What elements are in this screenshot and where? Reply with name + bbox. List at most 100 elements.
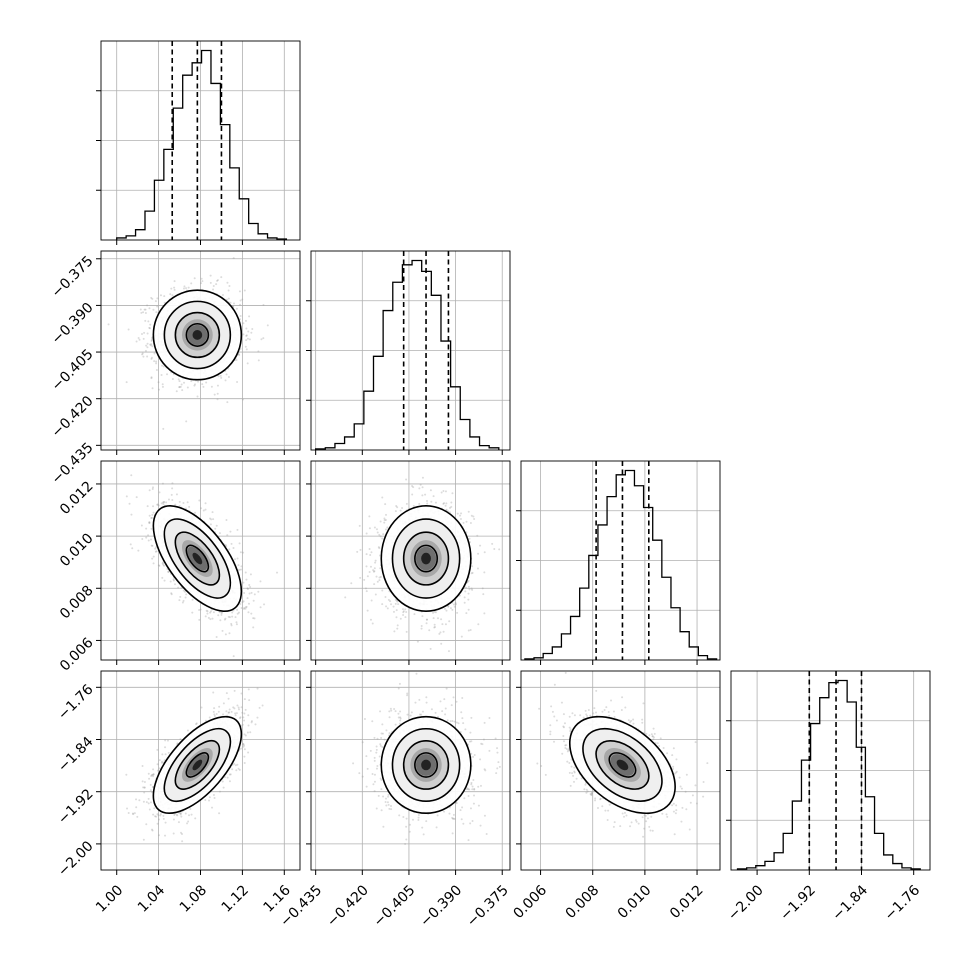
sample-point [379, 535, 382, 538]
sample-point [259, 606, 262, 609]
sample-point [194, 817, 197, 820]
sample-point [238, 353, 241, 356]
sample-point [452, 603, 455, 606]
sample-point [444, 490, 447, 493]
sample-point [181, 601, 184, 604]
sample-point [235, 623, 238, 626]
sample-point [253, 617, 256, 620]
sample-point [467, 608, 470, 611]
sample-point [148, 522, 151, 525]
sample-point [160, 374, 163, 377]
sample-point [174, 583, 177, 586]
sample-point [243, 712, 246, 715]
sample-point [234, 712, 237, 715]
contour-1 [174, 311, 221, 359]
sample-point [418, 502, 421, 505]
sample-point [444, 623, 447, 626]
sample-point [429, 647, 432, 650]
sample-point [373, 526, 376, 529]
sample-point [257, 359, 260, 362]
sample-point [206, 612, 209, 615]
sample-point [276, 571, 279, 574]
sample-point [426, 502, 429, 505]
sample-point [148, 514, 151, 517]
sample-point [246, 587, 249, 590]
sample-point [386, 607, 389, 610]
sample-point [247, 602, 250, 605]
sample-point [465, 612, 468, 615]
sample-point [370, 551, 373, 554]
sample-point [375, 528, 378, 531]
sample-point [246, 587, 249, 590]
sample-point [219, 374, 222, 377]
sample-point [186, 729, 189, 732]
sample-point [182, 502, 185, 505]
sample-point [482, 593, 485, 596]
sample-point [372, 570, 375, 573]
sample-point [212, 518, 215, 521]
sample-point [140, 311, 143, 314]
sample-point [177, 586, 180, 589]
sample-point [381, 537, 384, 540]
sample-point [144, 308, 147, 311]
sample-point [371, 622, 374, 625]
sample-point [138, 338, 141, 341]
density-level-5 [192, 330, 203, 340]
sample-point [234, 616, 237, 619]
sample-point [440, 642, 443, 645]
sample-point [433, 625, 436, 628]
sample-point [187, 820, 190, 823]
sample-point [464, 590, 467, 593]
sample-point [376, 580, 379, 583]
sample-point [394, 602, 397, 605]
sample-point [379, 575, 382, 578]
sample-point [167, 570, 170, 573]
sample-point [425, 618, 428, 621]
sample-point [154, 300, 157, 303]
sample-point [412, 504, 415, 507]
sample-point [210, 385, 213, 388]
sample-point [401, 608, 404, 611]
sample-point [395, 599, 398, 602]
sample-point [216, 384, 219, 387]
sample-point [259, 580, 262, 583]
sample-point [412, 486, 415, 489]
sample-point [411, 484, 414, 487]
sample-point [374, 561, 377, 564]
sample-point [169, 580, 172, 583]
sample-point [155, 311, 158, 314]
sample-point [153, 352, 156, 355]
sample-point [454, 603, 457, 606]
sample-point [209, 618, 212, 621]
sample-point [238, 290, 241, 293]
sample-point [185, 287, 188, 290]
sample-point [386, 526, 389, 529]
sample-point [200, 282, 203, 285]
sample-point [469, 522, 472, 525]
sample-point [200, 277, 203, 280]
sample-point [148, 327, 151, 330]
sample-point [377, 546, 380, 549]
sample-point [202, 385, 205, 388]
sample-point [250, 331, 253, 334]
sample-point [150, 538, 153, 541]
sample-point [213, 707, 216, 710]
sample-point [250, 721, 253, 724]
sample-point [250, 612, 253, 615]
sample-point [210, 518, 213, 521]
sample-point [241, 601, 244, 604]
sample-point [198, 609, 201, 612]
sample-point [215, 636, 218, 639]
sample-point [151, 297, 154, 300]
sample-point [477, 623, 480, 626]
sample-point [185, 593, 188, 596]
sample-point [358, 524, 361, 527]
sample-point [236, 528, 239, 531]
sample-point [142, 311, 145, 314]
sample-point [209, 610, 212, 613]
sample-point [356, 550, 359, 553]
sample-point [146, 332, 149, 335]
sample-point [209, 274, 212, 277]
sample-point [163, 500, 166, 503]
sample-point [217, 375, 220, 378]
